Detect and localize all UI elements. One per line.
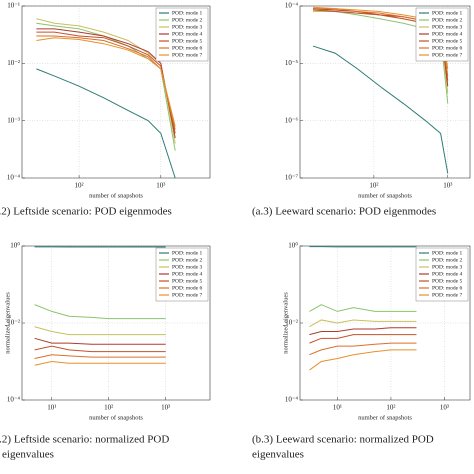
y-tick-label: 10⁻⁴ — [7, 174, 21, 182]
y-tick-label: 10⁻³ — [7, 116, 20, 124]
caption: (a.3) Leeward scenario: POD eigenmodes — [252, 206, 436, 218]
legend-box — [155, 7, 209, 62]
legend-label: POD: mode 3 — [432, 264, 463, 270]
series-line — [34, 304, 166, 320]
x-tick-label: 10¹ — [333, 404, 342, 412]
y-tick-label: 10⁻⁴ — [285, 396, 299, 404]
legend-label: POD: mode 2 — [432, 17, 463, 23]
series-line — [309, 349, 417, 371]
legend-label: POD: mode 1 — [172, 250, 203, 256]
x-tick-label: 10³ — [440, 404, 449, 412]
y-tick-label: 10⁰ — [288, 242, 298, 250]
y-tick-label: 10⁻⁴ — [285, 2, 299, 10]
x-tick-label: 10³ — [156, 182, 165, 190]
caption: (b.2) Leftside scenario: normalized POD — [0, 434, 169, 446]
legend-label: POD: mode 7 — [172, 52, 203, 58]
caption: (a.2) Leftside scenario: POD eigenmodes — [0, 206, 172, 218]
y-tick-label: 10⁻² — [285, 319, 298, 327]
legend-label: POD: mode 5 — [172, 278, 203, 284]
x-tick-label: 10² — [75, 182, 84, 190]
legend-label: POD: mode 4 — [172, 31, 203, 37]
x-tick-label: 10² — [386, 404, 395, 412]
series-line — [309, 319, 417, 328]
x-tick-label: 10¹ — [47, 404, 56, 412]
series-line — [34, 345, 166, 353]
legend-label: POD: mode 6 — [432, 45, 463, 51]
series-line — [34, 326, 166, 336]
y-axis-label: normalized eigenvalues — [4, 292, 11, 354]
y-tick-label: 10⁻² — [7, 59, 20, 67]
legend-label: POD: mode 4 — [432, 31, 463, 37]
y-tick-label: 10⁻⁷ — [285, 174, 299, 182]
x-tick-label: 10³ — [161, 404, 170, 412]
series-line — [309, 304, 417, 312]
legend-label: POD: mode 5 — [172, 38, 203, 44]
y-tick-label: 10⁰ — [10, 242, 20, 250]
legend-label: POD: mode 1 — [432, 250, 463, 256]
legend-label: POD: mode 6 — [172, 45, 203, 51]
series-line — [36, 31, 176, 134]
legend-label: POD: mode 3 — [172, 264, 203, 270]
series-line — [36, 68, 176, 179]
series-line — [34, 337, 166, 345]
series-line — [309, 327, 417, 336]
series-line — [312, 45, 449, 174]
y-tick-label: 10⁻⁴ — [7, 396, 21, 404]
x-axis-label: number of snapshots — [89, 414, 143, 421]
legend-label: POD: mode 7 — [432, 292, 463, 298]
caption: eigenvalues — [2, 449, 54, 461]
legend-label: POD: mode 2 — [172, 17, 203, 23]
y-axis-label: normalized eigenvalues — [282, 292, 289, 354]
legend-label: POD: mode 7 — [172, 292, 203, 298]
legend-label: POD: mode 1 — [432, 10, 463, 16]
x-tick-label: 10² — [104, 404, 113, 412]
legend-label: POD: mode 2 — [432, 257, 463, 263]
legend-label: POD: mode 7 — [432, 52, 463, 58]
legend-label: POD: mode 6 — [172, 285, 203, 291]
x-axis-label: number of snapshots — [89, 192, 143, 199]
legend-label: POD: mode 6 — [432, 285, 463, 291]
caption: eigenvalues — [252, 449, 304, 461]
series-line — [34, 354, 166, 359]
y-tick-label: 10⁻² — [7, 319, 20, 327]
legend-label: POD: mode 3 — [172, 24, 203, 30]
x-axis-label: number of snapshots — [358, 192, 412, 199]
series-line — [36, 37, 176, 127]
legend-label: POD: mode 1 — [172, 10, 203, 16]
legend-label: POD: mode 5 — [432, 38, 463, 44]
legend-label: POD: mode 4 — [432, 271, 463, 277]
legend-label: POD: mode 4 — [172, 271, 203, 277]
legend-label: POD: mode 2 — [172, 257, 203, 263]
x-tick-label: 10³ — [443, 182, 452, 190]
y-tick-label: 10⁻⁵ — [285, 59, 299, 67]
x-axis-label: number of snapshots — [358, 414, 412, 421]
series-line — [309, 334, 417, 344]
series-line — [34, 360, 166, 366]
legend-label: POD: mode 3 — [432, 24, 463, 30]
y-tick-label: 10⁻⁶ — [285, 116, 299, 124]
legend-label: POD: mode 5 — [432, 278, 463, 284]
series-line — [36, 28, 176, 139]
y-tick-label: 10⁻¹ — [7, 2, 20, 10]
series-line — [309, 342, 417, 356]
caption: (b.3) Leeward scenario: normalized POD — [252, 434, 434, 446]
x-tick-label: 10² — [369, 182, 378, 190]
